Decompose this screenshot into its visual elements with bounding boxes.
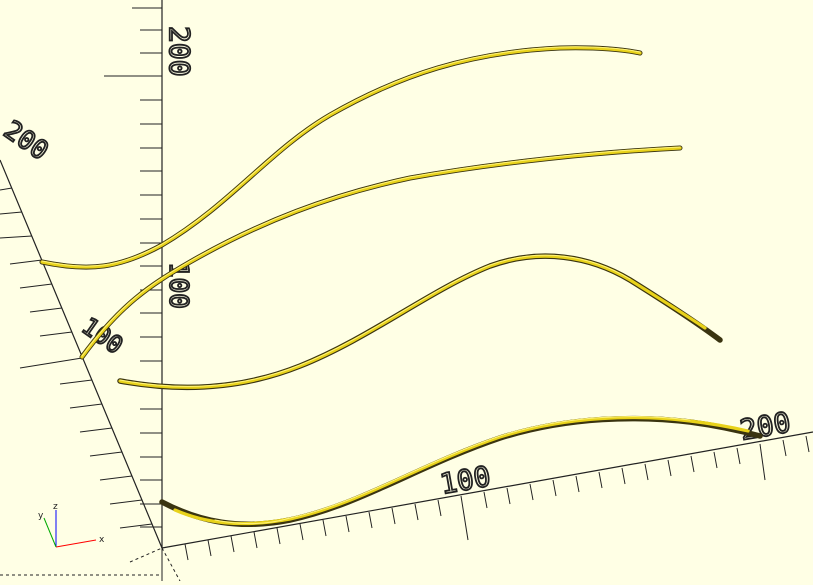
z-axis-label-200: 200	[163, 26, 196, 77]
gizmo-y-line	[43, 517, 57, 548]
gizmo-y-label: y	[38, 511, 44, 521]
curve-top	[39, 45, 643, 270]
y-axis-ticks	[0, 187, 153, 529]
ground-axis-stubs	[0, 547, 181, 582]
curve-bottom	[159, 415, 763, 527]
z-axis: 200 100	[104, 0, 197, 548]
y-axis: 200 100	[0, 114, 163, 549]
x-axis-ticks	[184, 435, 810, 561]
z-axis-ticks	[104, 7, 162, 528]
gizmo-x-label: x	[99, 535, 105, 545]
gizmo-z-label: z	[53, 502, 58, 512]
axes-orientation-gizmo: z x y	[38, 502, 105, 548]
curve-lower-middle	[117, 253, 723, 391]
y-axis-label-200: 200	[0, 115, 54, 167]
x-axis: 100 200	[161, 405, 813, 561]
gizmo-x-line	[55, 539, 97, 548]
curve-upper-middle	[79, 145, 683, 360]
x-axis-label-200: 200	[737, 406, 793, 447]
